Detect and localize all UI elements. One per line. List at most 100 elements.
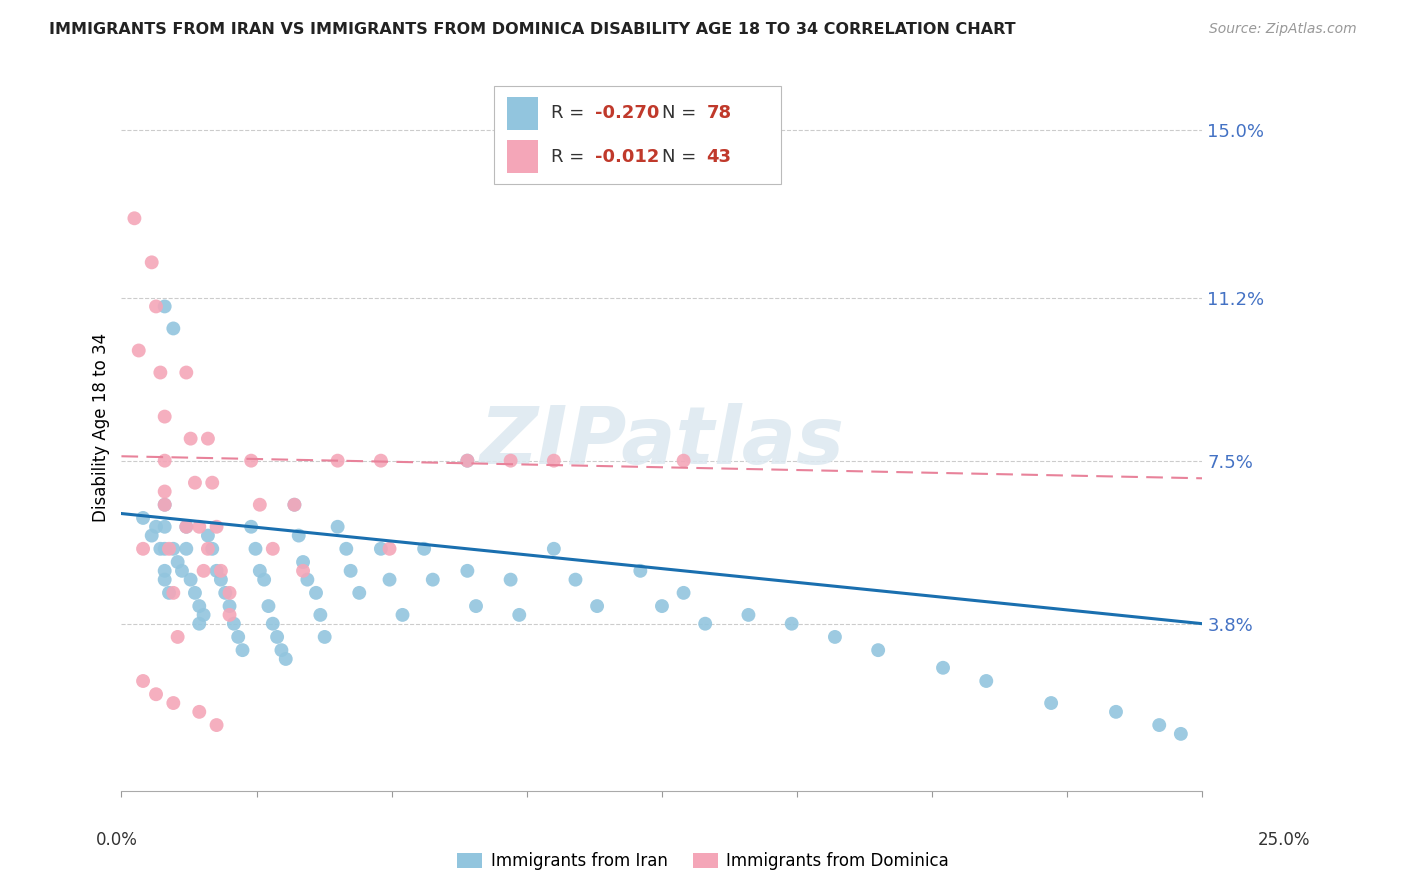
Point (188, 520, 211, 534)
Point (145, 300, 167, 314)
Point (465, 599, 488, 613)
Point (651, 599, 673, 613)
Point (176, 366, 198, 380)
Point (184, 475, 207, 490)
Point (205, 718, 228, 732)
Point (370, 541, 392, 556)
Point (253, 573, 276, 587)
Point (231, 643, 253, 657)
Point (672, 453, 695, 467)
Point (1040, 696, 1063, 710)
Text: N =: N = (662, 104, 702, 122)
Point (157, 586, 180, 600)
Point (1147, 718, 1170, 732)
Text: 43: 43 (706, 147, 731, 166)
Point (153, 564, 176, 578)
Point (378, 541, 401, 556)
Point (132, 511, 155, 525)
Point (153, 541, 176, 556)
Point (162, 321, 184, 335)
Point (153, 520, 176, 534)
Point (974, 673, 997, 688)
Point (240, 453, 263, 467)
Point (586, 599, 609, 613)
Point (176, 520, 198, 534)
Point (780, 616, 803, 631)
Point (153, 409, 176, 424)
Point (249, 564, 271, 578)
Point (349, 586, 371, 600)
Point (326, 520, 349, 534)
Point (166, 630, 188, 644)
Point (499, 453, 522, 467)
Point (456, 564, 478, 578)
Point (188, 599, 211, 613)
Point (932, 661, 955, 675)
Point (176, 520, 198, 534)
Point (249, 498, 271, 512)
Point (132, 673, 155, 688)
Point (391, 607, 413, 622)
Point (222, 616, 245, 631)
Point (209, 564, 232, 578)
Point (543, 541, 565, 556)
Point (240, 520, 263, 534)
Point (153, 453, 176, 467)
Point (564, 573, 586, 587)
Point (257, 599, 280, 613)
Point (868, 643, 890, 657)
Point (305, 586, 328, 600)
Point (153, 300, 176, 314)
Point (245, 541, 267, 556)
Text: Source: ZipAtlas.com: Source: ZipAtlas.com (1209, 22, 1357, 37)
Point (628, 564, 651, 578)
Point (205, 520, 228, 534)
Point (162, 586, 184, 600)
Point (326, 453, 349, 467)
Point (188, 705, 211, 719)
Point (274, 652, 297, 666)
Point (292, 555, 315, 569)
Point (262, 541, 284, 556)
Point (287, 528, 309, 542)
Point (499, 573, 522, 587)
Point (1105, 705, 1128, 719)
Point (180, 573, 202, 587)
Point (335, 541, 357, 556)
Point (422, 573, 444, 587)
Point (197, 541, 219, 556)
Point (413, 541, 436, 556)
Text: 78: 78 (706, 104, 731, 122)
Point (737, 607, 759, 622)
Point (153, 498, 176, 512)
Legend: Immigrants from Iran, Immigrants from Dominica: Immigrants from Iran, Immigrants from Do… (451, 846, 955, 877)
Point (695, 616, 717, 631)
Point (128, 343, 150, 358)
Point (162, 541, 184, 556)
Point (292, 564, 315, 578)
FancyBboxPatch shape (495, 86, 780, 184)
Point (226, 630, 249, 644)
Point (314, 630, 336, 644)
Text: 0.0%: 0.0% (96, 831, 138, 849)
Point (141, 528, 163, 542)
Text: N =: N = (662, 147, 702, 166)
Point (672, 586, 695, 600)
Point (283, 498, 305, 512)
Point (188, 616, 211, 631)
Point (218, 586, 240, 600)
Point (132, 541, 155, 556)
Point (153, 498, 176, 512)
Text: 25.0%: 25.0% (1258, 831, 1310, 849)
Point (205, 564, 228, 578)
Point (218, 599, 240, 613)
Text: ZIPatlas: ZIPatlas (479, 403, 845, 481)
Point (266, 630, 288, 644)
Text: IMMIGRANTS FROM IRAN VS IMMIGRANTS FROM DOMINICA DISABILITY AGE 18 TO 34 CORRELA: IMMIGRANTS FROM IRAN VS IMMIGRANTS FROM … (49, 22, 1015, 37)
Point (201, 475, 224, 490)
Point (508, 607, 530, 622)
Point (141, 255, 163, 269)
Text: R =: R = (551, 104, 589, 122)
Point (170, 564, 193, 578)
Point (149, 366, 172, 380)
